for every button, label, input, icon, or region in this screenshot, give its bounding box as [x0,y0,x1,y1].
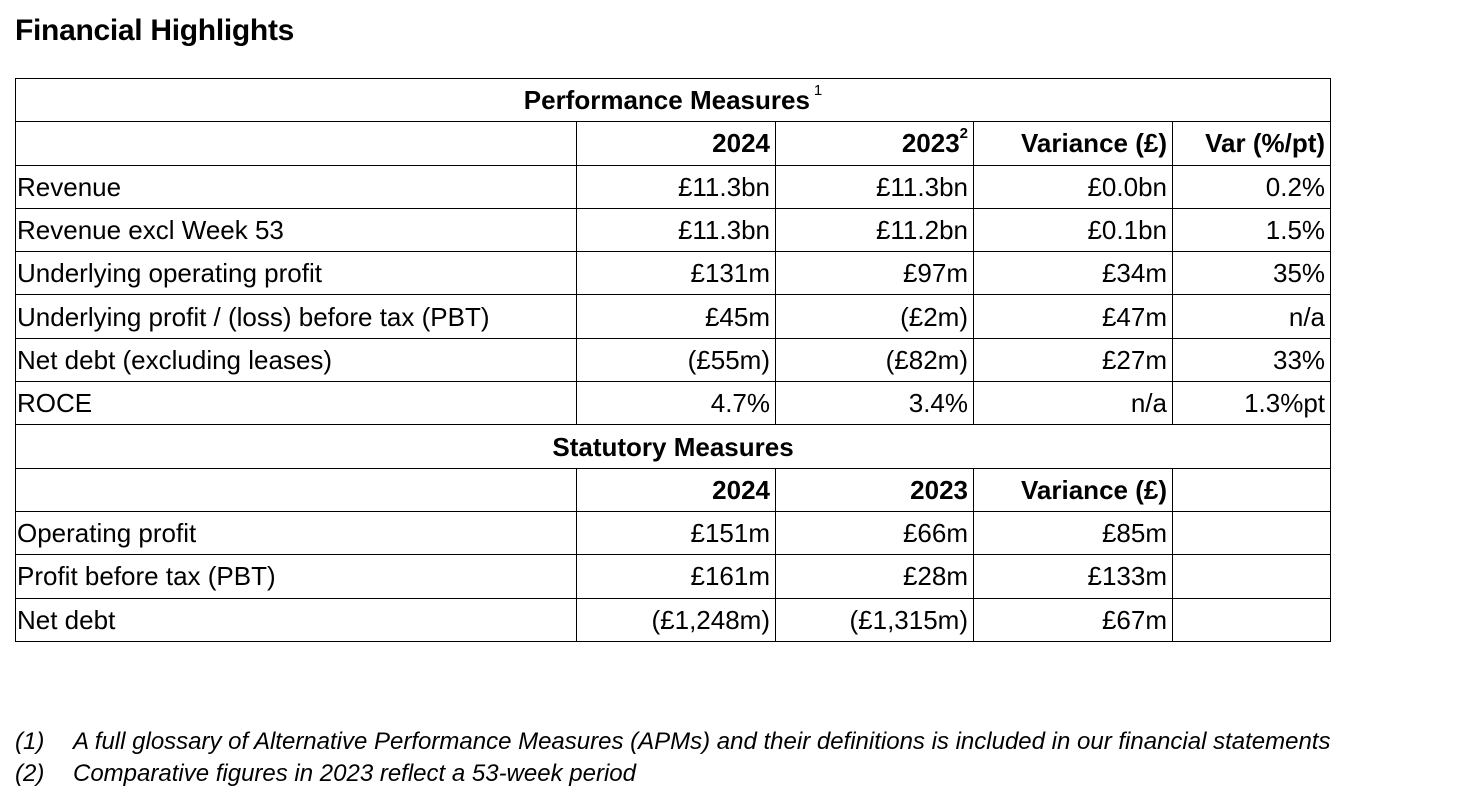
financial-highlights-table: Performance Measures 1 2024 20232 Varianc… [14,77,1332,642]
footnote-2: (2) Comparative figures in 2023 reflect … [15,758,1330,790]
cell-2024: £11.3bn [576,207,776,253]
section-header-row: Statutory Measures [14,424,1332,469]
cell-2023: £66m [775,510,974,556]
row-label: Operating profit [15,510,577,556]
cell-2024: £11.3bn [576,164,776,209]
cell-variance: £85m [973,510,1173,556]
table-row: Net debt (excluding leases) (£55m) (£82m… [15,337,1332,383]
header-var-percent: Var (%/pt) [1171,121,1332,166]
column-header-row: 2024 2023 Variance (£) [15,467,1332,512]
cell-var-percent [1171,597,1332,642]
cell-2023: £28m [775,554,974,599]
cell-2024: 4.7% [576,381,776,426]
cell-variance: £27m [973,337,1173,383]
cell-2024: £151m [576,510,776,556]
footnote-marker: 2 [959,125,968,143]
cell-variance: £67m [973,597,1173,642]
header-label-blank [15,121,577,166]
footnote-1: (1) A full glossary of Alternative Perfo… [15,726,1330,758]
header-2024: 2024 [576,121,776,166]
table-row: Underlying operating profit £131m £97m £… [15,251,1332,296]
row-label: Revenue [15,164,577,209]
row-label: Net debt [15,597,577,642]
cell-var-percent [1171,510,1332,556]
cell-variance: £0.1bn [973,207,1173,253]
cell-2023: (£2m) [775,294,974,339]
footnote-number: (2) [15,760,45,787]
page-title: Financial Highlights [15,14,295,47]
cell-2023: (£1,315m) [775,597,974,642]
cell-variance: n/a [973,381,1173,426]
cell-variance: £34m [973,251,1173,296]
table-row: Underlying profit / (loss) before tax (P… [15,294,1332,339]
cell-variance: £0.0bn [973,164,1173,209]
row-label: Underlying operating profit [15,251,577,296]
column-header-row: 2024 20232 Variance (£) Var (%/pt) [15,121,1332,166]
cell-var-percent: 0.2% [1171,164,1332,209]
footnote-text: A full glossary of Alternative Performan… [73,728,1331,755]
cell-2024: £131m [576,251,776,296]
header-var-percent [1171,467,1332,512]
table-row: ROCE 4.7% 3.4% n/a 1.3%pt [15,381,1332,426]
cell-2023: £97m [775,251,974,296]
row-label: Revenue excl Week 53 [15,207,577,253]
row-label: ROCE [15,381,577,426]
cell-2024: £161m [576,554,776,599]
cell-2024: (£55m) [576,337,776,383]
cell-var-percent: 1.5% [1171,207,1332,253]
table-row: Profit before tax (PBT) £161m £28m £133m [15,554,1332,599]
section-header-row: Performance Measures 1 [14,77,1332,123]
header-2024: 2024 [576,467,776,512]
header-variance: Variance (£) [973,121,1173,166]
cell-var-percent [1171,554,1332,599]
header-variance: Variance (£) [973,467,1173,512]
cell-var-percent: 1.3%pt [1171,381,1332,426]
table-row: Operating profit £151m £66m £85m [15,510,1332,556]
cell-2024: £45m [576,294,776,339]
row-label: Underlying profit / (loss) before tax (P… [15,294,577,339]
footnote-marker: 1 [813,82,823,100]
cell-var-percent: 33% [1171,337,1332,383]
cell-var-percent: n/a [1171,294,1332,339]
header-label-blank [15,467,577,512]
cell-variance: £47m [973,294,1173,339]
row-label: Profit before tax (PBT) [15,554,577,599]
table-row: Revenue excl Week 53 £11.3bn £11.2bn £0.… [15,207,1332,253]
footnotes: (1) A full glossary of Alternative Perfo… [15,726,1330,790]
statutory-section-title: Statutory Measures [14,424,1332,469]
cell-2023: £11.2bn [775,207,974,253]
footnote-text: Comparative figures in 2023 reflect a 53… [73,760,636,787]
cell-2024: (£1,248m) [576,597,776,642]
cell-2023: (£82m) [775,337,974,383]
cell-var-percent: 35% [1171,251,1332,296]
cell-variance: £133m [973,554,1173,599]
table-row: Revenue £11.3bn £11.3bn £0.0bn 0.2% [15,164,1332,209]
header-2023: 20232 [775,121,974,166]
table-row: Net debt (£1,248m) (£1,315m) £67m [15,597,1332,642]
header-2023: 2023 [775,467,974,512]
cell-2023: £11.3bn [775,164,974,209]
performance-section-title: Performance Measures 1 [14,77,1332,123]
row-label: Net debt (excluding leases) [15,337,577,383]
cell-2023: 3.4% [775,381,974,426]
footnote-number: (1) [15,728,45,755]
